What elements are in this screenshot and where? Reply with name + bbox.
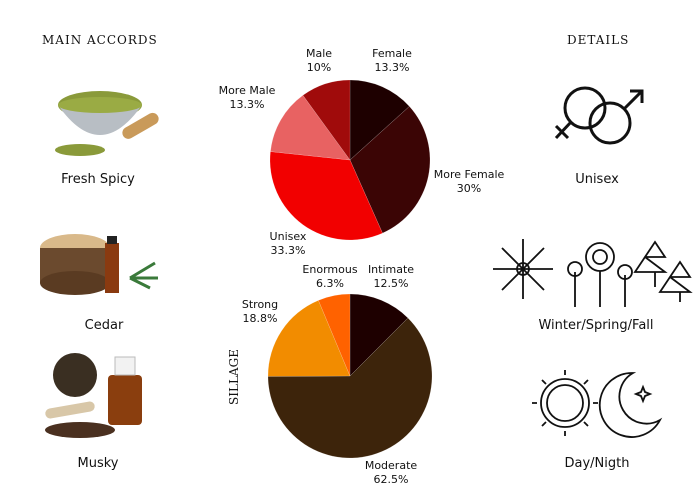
detail-day-night: Day/Nigth — [564, 456, 630, 471]
sillage-slice-enormous — [318, 293, 351, 377]
accord-fresh-spicy: Fresh Spicy — [61, 172, 135, 187]
sillage-slice-intimate — [349, 293, 409, 377]
pie1-label-unisex: Unisex 33.3% — [269, 230, 307, 257]
musk-bottle-image — [45, 353, 142, 438]
sillage-slice-moderate — [267, 317, 433, 459]
cardamom-bowl-image — [55, 91, 159, 156]
pie1-label-female: Female 13.3% — [372, 47, 412, 74]
pie2-label-intimate: Intimate 12.5% — [367, 263, 415, 290]
pie2-label-strong: Strong 18.8% — [241, 298, 279, 325]
details-title: DETAILS — [567, 33, 630, 47]
gender-slice-more-male — [270, 94, 351, 161]
cedar-wood-image — [40, 234, 158, 295]
pie2-label-enormous: Enormous 6.3% — [302, 263, 358, 290]
detail-unisex: Unisex — [575, 172, 619, 187]
gender-slice-female — [349, 79, 410, 161]
sillage-axis-title: SILLAGE — [226, 349, 241, 405]
sillage-slice-strong — [267, 300, 351, 377]
accord-cedar: Cedar — [84, 318, 124, 333]
pie1-label-male: Male 10% — [305, 47, 333, 74]
main-accords-title: MAIN ACCORDS — [42, 33, 158, 47]
gender-slice-unisex — [269, 151, 383, 241]
gender-slice-male — [302, 79, 351, 161]
gender-slice-more-female — [349, 106, 431, 234]
gender-symbols-icon — [554, 86, 644, 145]
accord-musky: Musky — [77, 456, 119, 471]
pie1-label-more-male: More Male 13.3% — [218, 84, 276, 111]
pie2-label-moderate: Moderate 62.5% — [364, 459, 418, 486]
detail-seasons: Winter/Spring/Fall — [538, 318, 654, 333]
seasons-icon — [493, 239, 693, 307]
pie1-label-more-female: More Female 30% — [433, 168, 505, 195]
sun-moon-icon — [532, 370, 663, 438]
